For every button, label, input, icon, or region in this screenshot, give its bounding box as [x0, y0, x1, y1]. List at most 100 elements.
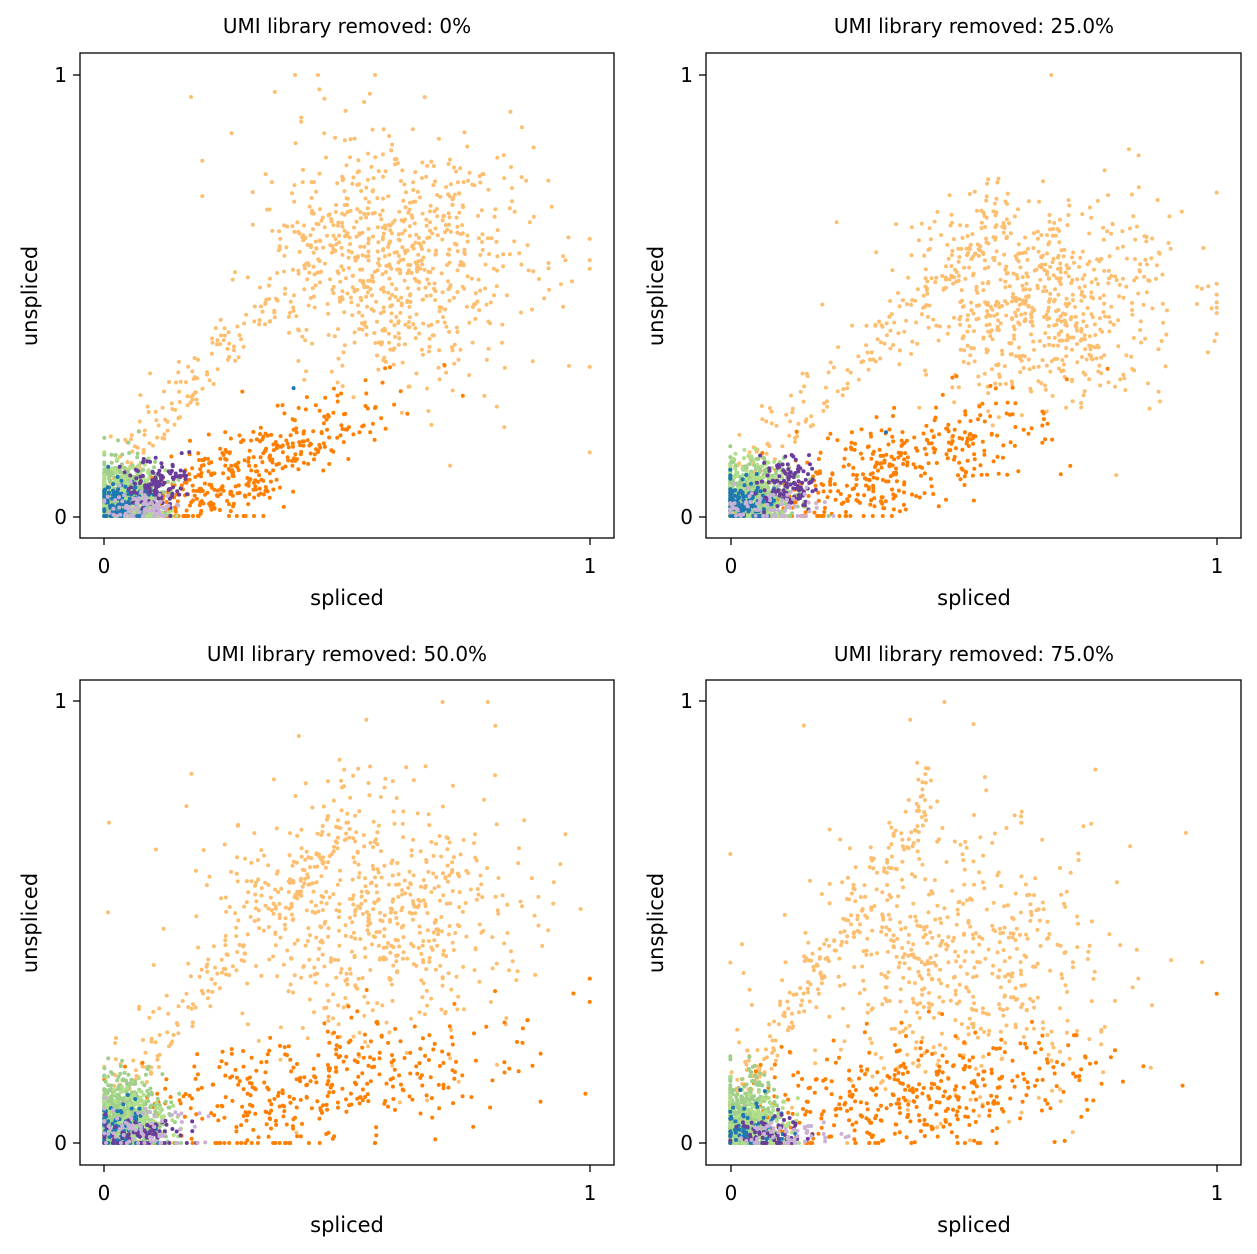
scatter-point	[759, 404, 764, 408]
scatter-point	[992, 201, 997, 206]
scatter-point	[135, 505, 140, 510]
scatter-point	[841, 387, 846, 392]
scatter-point	[267, 283, 271, 288]
scatter-point	[371, 279, 376, 284]
scatter-point	[141, 502, 146, 506]
scatter-point	[237, 433, 242, 438]
scatter-point	[1069, 379, 1074, 384]
scatter-point	[1069, 281, 1074, 285]
scatter-point	[348, 915, 352, 920]
scatter-point	[364, 294, 369, 299]
scatter-point	[257, 318, 262, 323]
scatter-point	[821, 408, 826, 413]
scatter-point	[759, 479, 764, 484]
scatter-point	[244, 482, 249, 487]
scatter-point	[145, 404, 150, 409]
scatter-point	[587, 258, 592, 263]
scatter-point	[804, 514, 809, 518]
scatter-point	[815, 514, 820, 518]
scatter-point	[1160, 272, 1165, 277]
scatter-point	[427, 281, 431, 286]
scatter-point	[485, 236, 490, 241]
scatter-point	[124, 475, 129, 480]
scatter-point	[435, 193, 440, 197]
scatter-point	[542, 296, 547, 301]
scatter-point	[291, 444, 295, 449]
scatter-point	[909, 253, 914, 258]
scatter-point	[188, 438, 192, 443]
scatter-point	[1070, 292, 1075, 297]
scatter-point	[961, 359, 966, 364]
scatter-point	[890, 268, 895, 273]
scatter-point	[452, 342, 457, 347]
scatter-point	[425, 277, 430, 282]
scatter-point	[246, 502, 251, 507]
chart-title: UMI library removed: 25.0%	[834, 14, 1114, 38]
scatter-point	[1103, 314, 1108, 319]
scatter-point	[962, 265, 967, 270]
scatter-point	[902, 490, 906, 495]
scatter-point	[1089, 356, 1094, 361]
scatter-point	[922, 253, 927, 258]
scatter-point	[1013, 254, 1018, 259]
scatter-point	[480, 232, 485, 237]
scatter-point	[293, 452, 298, 457]
scatter-point	[318, 207, 322, 212]
scatter-point	[376, 257, 381, 261]
scatter-point	[1041, 411, 1046, 416]
scatter-point	[221, 338, 226, 343]
scatter-point	[778, 491, 783, 496]
scatter-point	[195, 376, 200, 381]
scatter-point	[526, 268, 531, 273]
scatter-point	[1000, 352, 1005, 357]
scatter-point	[419, 176, 424, 181]
scatter-point	[137, 510, 142, 515]
scatter-point	[740, 466, 745, 471]
scatter-point	[111, 482, 116, 487]
scatter-point	[793, 482, 798, 486]
scatter-point	[980, 401, 985, 406]
scatter-point	[1089, 312, 1094, 317]
scatter-point	[305, 243, 310, 247]
scatter-point	[376, 169, 381, 174]
scatter-point	[945, 331, 950, 336]
scatter-point	[387, 276, 392, 281]
scatter-point	[1109, 273, 1114, 278]
scatter-point	[941, 286, 946, 291]
scatter-point	[1027, 367, 1032, 372]
scatter-point	[281, 504, 286, 509]
scatter-point	[735, 474, 740, 478]
scatter-point	[970, 473, 975, 478]
scatter-point	[960, 236, 965, 240]
scatter-point	[853, 441, 857, 446]
scatter-point	[149, 509, 154, 513]
scatter-point	[292, 293, 296, 298]
scatter-point	[429, 422, 434, 427]
scatter-point	[393, 294, 398, 299]
scatter-point	[374, 299, 379, 304]
scatter-point	[319, 218, 324, 223]
scatter-point	[387, 252, 392, 257]
scatter-point	[151, 963, 156, 967]
scatter-point	[956, 246, 961, 251]
scatter-point	[230, 473, 235, 478]
scatter-point	[194, 397, 199, 402]
scatter-point	[357, 1030, 362, 1035]
scatter-point	[782, 469, 787, 474]
scatter-point	[447, 329, 452, 334]
scatter-point	[462, 252, 467, 256]
scatter-point	[1084, 357, 1089, 362]
scatter-point	[320, 215, 325, 220]
scatter-point	[173, 507, 178, 511]
scatter-point	[1056, 331, 1061, 336]
scatter-point	[360, 253, 365, 258]
scatter-point	[302, 223, 306, 228]
scatter-point	[393, 334, 398, 339]
scatter-point	[997, 305, 1002, 310]
scatter-point	[258, 455, 263, 460]
scatter-point	[450, 197, 455, 202]
scatter-point	[429, 159, 434, 164]
scatter-point	[1080, 212, 1085, 217]
scatter-point	[148, 514, 153, 518]
scatter-point	[312, 305, 317, 310]
